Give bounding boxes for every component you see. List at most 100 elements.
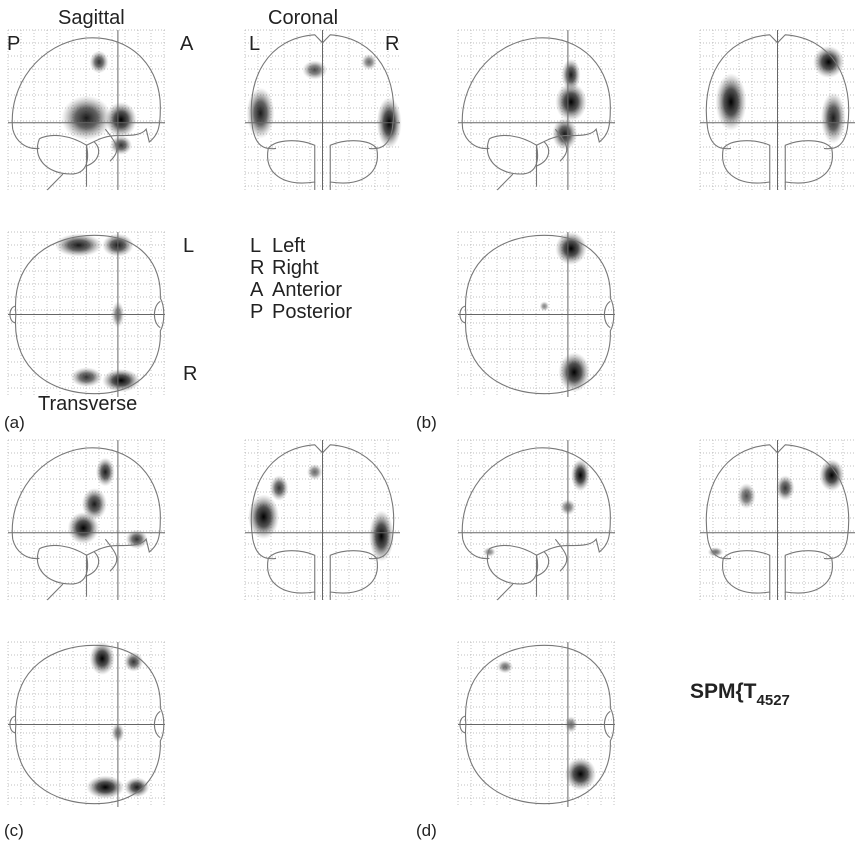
activation-blob — [105, 102, 137, 138]
view-title: Sagittal — [58, 7, 125, 29]
panel-label: (a) — [4, 413, 25, 432]
brain-outline — [487, 135, 537, 174]
brain-outline — [723, 141, 770, 183]
glass-brains — [8, 30, 855, 807]
activation-blob — [819, 459, 845, 492]
outline — [12, 38, 160, 190]
activation-blob — [775, 475, 795, 501]
brain-outline — [537, 539, 567, 576]
brain-view — [8, 232, 165, 397]
brain-view — [245, 440, 400, 600]
outline — [12, 448, 160, 600]
legend-key: L — [250, 235, 261, 257]
orientation-letter: R — [385, 33, 399, 55]
brain-outline — [10, 301, 160, 327]
activation-blob — [124, 777, 150, 798]
activation-blob — [302, 60, 328, 80]
activation-blob — [89, 642, 115, 675]
activation-blob — [737, 483, 756, 509]
brain-view — [8, 642, 165, 807]
brain-outline — [460, 711, 610, 737]
brain-outline — [10, 711, 160, 737]
brain-outline — [37, 135, 87, 174]
activation-blob — [55, 233, 103, 257]
activation-blob — [95, 457, 115, 487]
brain-outline — [268, 141, 315, 183]
activation-blob — [497, 660, 513, 674]
activation-blob — [307, 464, 323, 480]
activation-blob — [561, 58, 581, 91]
brain-outline — [460, 301, 610, 327]
brain-outline — [462, 448, 610, 597]
activation-blob — [564, 757, 597, 791]
activation-blob — [248, 494, 280, 540]
activation-blob — [715, 73, 747, 131]
activation-blob — [86, 775, 125, 799]
brain-outline — [497, 584, 513, 600]
brain-outline — [706, 445, 848, 559]
outline — [10, 235, 164, 393]
brain-outline — [315, 592, 331, 600]
legend-text: Posterior — [272, 301, 352, 323]
activation-blob — [813, 46, 845, 78]
brain-outline — [770, 182, 786, 190]
brain-outline — [487, 545, 537, 584]
outline — [10, 645, 164, 803]
activation-blob — [61, 95, 112, 141]
outline — [462, 448, 610, 600]
brain-view — [700, 30, 855, 190]
activation-blob — [110, 135, 133, 155]
outline — [460, 645, 614, 803]
outline — [251, 445, 393, 600]
activation-blob — [70, 367, 103, 388]
activation-blob — [555, 232, 587, 265]
brain-view — [458, 30, 615, 190]
brain-outline — [47, 584, 63, 600]
activation-blob — [102, 368, 140, 393]
brain-view — [458, 232, 615, 397]
activation-blob — [81, 488, 107, 520]
panel-label: (b) — [416, 413, 437, 432]
activation-blob — [555, 82, 587, 122]
brain-outline — [315, 182, 331, 190]
view-title: Transverse — [38, 393, 137, 415]
orientation-letter: A — [180, 33, 194, 55]
activation-blob — [89, 50, 109, 74]
legend-key: A — [250, 279, 264, 301]
legend-text: Left — [272, 235, 306, 257]
outline — [706, 445, 848, 600]
orientation-letter: L — [183, 235, 194, 257]
brain-outline — [16, 645, 164, 803]
legend-text: Anterior — [272, 279, 342, 301]
brain-outline — [251, 445, 393, 559]
brain-view — [245, 30, 402, 190]
brain-outline — [16, 235, 164, 393]
activation-blob — [124, 651, 144, 672]
brain-outline — [462, 38, 610, 187]
brain-outline — [466, 235, 614, 393]
brain-outline — [537, 129, 567, 166]
brain-outline — [706, 35, 848, 149]
legend: L Left R Right A Anterior P Posterior — [250, 235, 352, 323]
activation-blob — [269, 475, 289, 501]
legend-text: Right — [272, 257, 319, 279]
activation-blob — [67, 512, 100, 544]
outline — [706, 35, 848, 190]
brain-outline — [87, 539, 117, 576]
brain-outline — [723, 551, 770, 593]
activation-blob — [552, 118, 578, 150]
orientation-letter: R — [183, 363, 197, 385]
brain-view — [8, 440, 165, 600]
brain-outline — [87, 129, 117, 166]
brain-outline — [268, 551, 315, 593]
orientation-letter: L — [249, 33, 260, 55]
brain-view — [700, 440, 855, 600]
activation-blob — [483, 547, 496, 557]
activation-blob — [246, 87, 275, 139]
brain-outline — [47, 174, 63, 190]
view-title: Coronal — [268, 7, 338, 29]
outline — [462, 38, 610, 190]
activation-blob — [539, 301, 550, 312]
brain-view — [8, 30, 165, 190]
